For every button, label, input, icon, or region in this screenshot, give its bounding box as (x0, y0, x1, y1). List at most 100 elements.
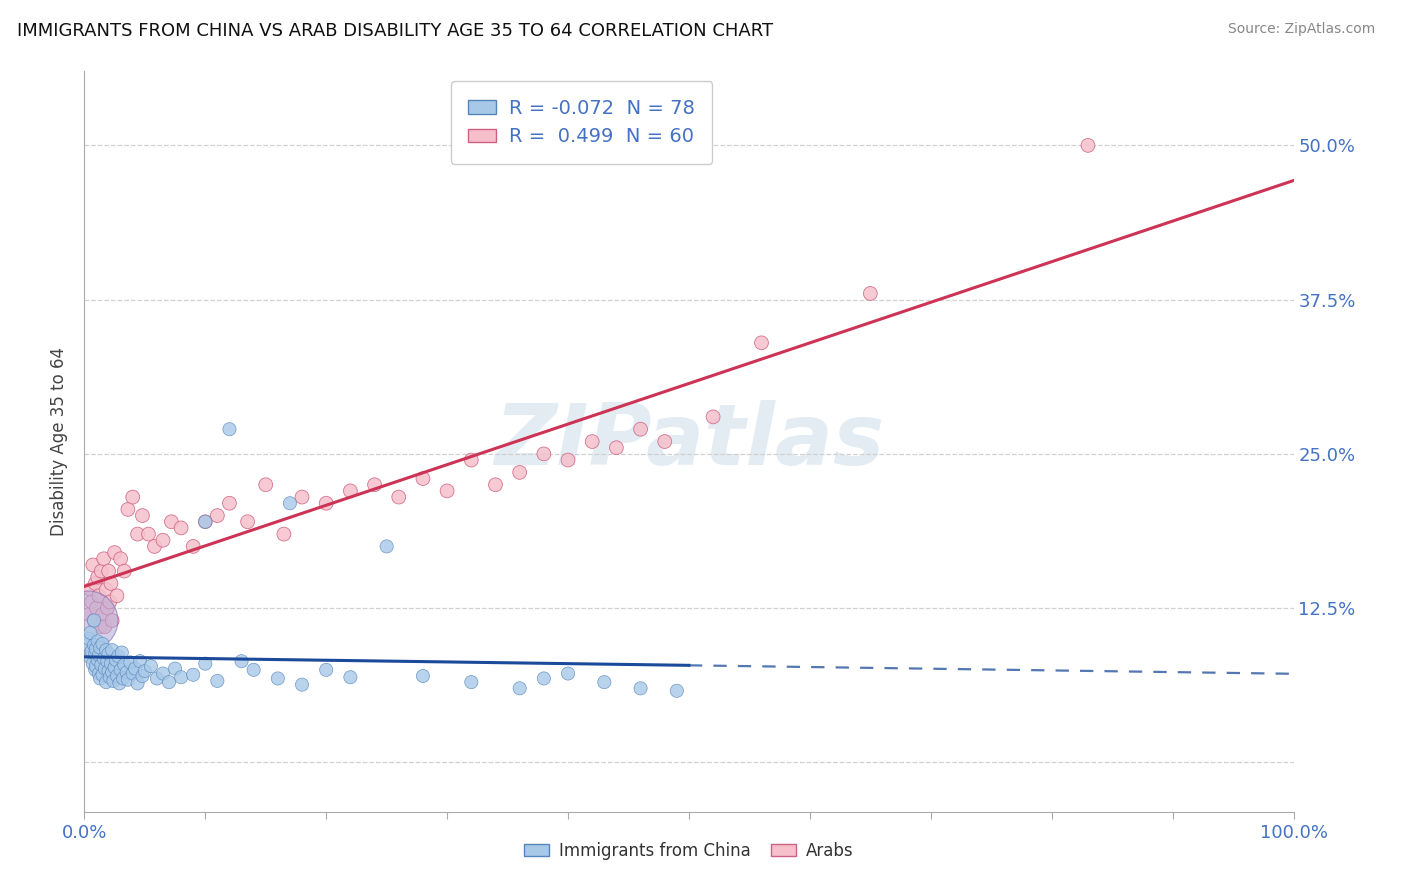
Point (93, 651, 115, 665)
Point (94, 662, 117, 676)
Point (96, 654, 118, 668)
Point (278, 496, 301, 510)
Point (194, 657, 217, 671)
Point (207, 508, 229, 523)
Point (91, 607, 114, 622)
Point (100, 576, 122, 591)
Point (112, 657, 135, 672)
Point (87, 648, 110, 662)
Point (605, 441, 627, 455)
Point (104, 660, 127, 674)
Point (90, 564, 112, 578)
Point (218, 496, 240, 510)
Point (117, 673, 139, 687)
Point (77, 614, 100, 628)
Point (82, 558, 104, 572)
Point (97, 647, 120, 661)
Point (460, 675, 482, 690)
Point (84, 663, 107, 677)
Point (363, 477, 385, 491)
Point (91, 667, 114, 681)
Point (105, 589, 128, 603)
Point (87, 589, 110, 603)
Point (79, 582, 101, 597)
Point (82, 657, 104, 671)
Point (108, 676, 131, 690)
Point (412, 471, 434, 485)
Point (630, 681, 652, 696)
Point (86, 653, 108, 667)
Point (139, 659, 162, 673)
Point (89, 672, 111, 686)
Point (84, 576, 107, 591)
Point (94, 582, 117, 597)
Point (509, 466, 531, 480)
Point (105, 669, 128, 683)
Point (436, 483, 458, 498)
Point (339, 483, 361, 498)
Point (89, 619, 111, 633)
Point (143, 540, 166, 554)
Point (181, 667, 204, 681)
Point (77, 632, 100, 646)
Point (170, 670, 193, 684)
Point (291, 490, 314, 504)
Point (388, 490, 411, 504)
Point (134, 664, 156, 678)
Point (112, 672, 135, 686)
Point (291, 678, 314, 692)
Point (124, 662, 146, 676)
Point (509, 681, 531, 696)
Point (170, 521, 193, 535)
Point (110, 551, 132, 566)
Point (751, 335, 773, 350)
Point (91, 637, 114, 651)
Point (127, 527, 149, 541)
Point (77, 638, 100, 652)
Point (89, 640, 111, 655)
Point (315, 496, 337, 510)
Point (121, 490, 143, 504)
Point (121, 666, 143, 681)
Y-axis label: Disability Age 35 to 64: Disability Age 35 to 64 (49, 347, 67, 536)
Point (100, 657, 122, 671)
Point (98, 595, 121, 609)
Point (127, 676, 149, 690)
Point (533, 672, 555, 686)
Point (152, 533, 174, 548)
Point (97, 664, 120, 678)
Point (86, 659, 108, 673)
Point (98, 670, 121, 684)
Point (131, 508, 153, 523)
Point (231, 654, 253, 668)
Point (80, 644, 103, 658)
Point (83, 614, 105, 628)
Text: ZIPatlas: ZIPatlas (494, 400, 884, 483)
Point (581, 434, 603, 449)
Point (593, 675, 616, 690)
Point (86, 634, 108, 648)
Point (242, 663, 264, 677)
Point (103, 673, 125, 688)
Point (104, 546, 127, 560)
Point (79, 650, 101, 665)
Point (87, 666, 110, 681)
Point (84, 647, 107, 661)
Point (111, 646, 134, 660)
Point (152, 666, 174, 681)
Text: IMMIGRANTS FROM CHINA VS ARAB DISABILITY AGE 35 TO 64 CORRELATION CHART: IMMIGRANTS FROM CHINA VS ARAB DISABILITY… (17, 22, 773, 40)
Point (117, 502, 139, 516)
Point (460, 453, 482, 467)
Point (83, 614, 105, 628)
Point (129, 654, 152, 668)
Point (484, 477, 506, 491)
Point (83, 638, 105, 652)
Point (94, 675, 117, 690)
Point (665, 683, 688, 698)
Point (86, 641, 108, 656)
Point (267, 672, 290, 686)
Point (104, 653, 127, 667)
Point (131, 669, 153, 683)
Point (96, 601, 118, 615)
Point (557, 666, 579, 681)
